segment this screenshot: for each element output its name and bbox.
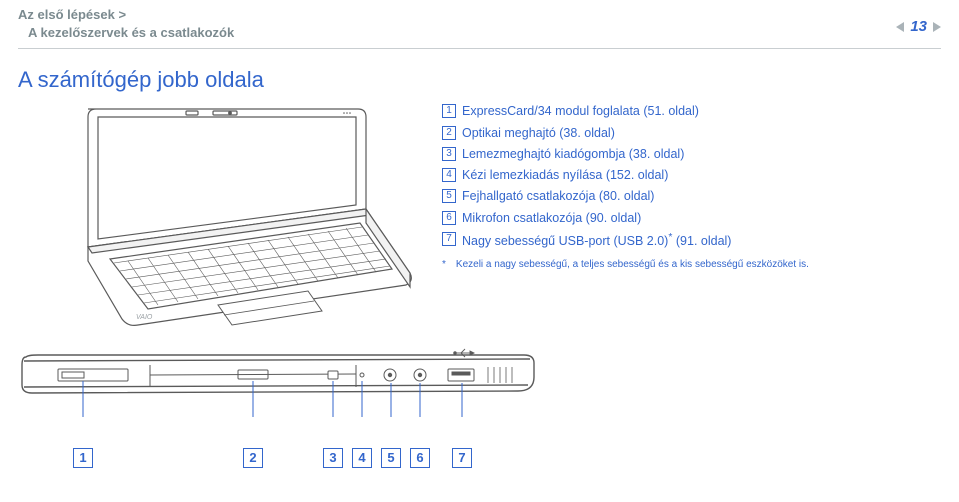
page-header: Az első lépések > A kezelőszervek és a c… <box>0 0 959 44</box>
legend-num-3: 3 <box>442 147 456 161</box>
footnote-text: Kezeli a nagy sebességű, a teljes sebess… <box>456 256 809 273</box>
prev-page-arrow-icon[interactable] <box>896 22 904 32</box>
callout-4: 4 <box>352 448 372 468</box>
legend-text-5: Fejhallgató csatlakozója (80. oldal) <box>462 186 654 207</box>
legend-row-5: 5 Fejhallgató csatlakozója (80. oldal) <box>442 186 809 207</box>
page-indicator: 13 <box>896 18 941 35</box>
breadcrumb: Az első lépések > A kezelőszervek és a c… <box>18 6 234 42</box>
footnote-mark: * <box>442 256 446 273</box>
vaio-logo: VAIO <box>136 314 153 321</box>
legend-num-6: 6 <box>442 211 456 225</box>
callout-1: 1 <box>73 448 93 468</box>
callout-6: 6 <box>410 448 430 468</box>
legend-row-2: 2 Optikai meghajtó (38. oldal) <box>442 123 809 144</box>
legend-num-1: 1 <box>442 104 456 118</box>
callout-2: 2 <box>243 448 263 468</box>
legend-text-3: Lemezmeghajtó kiadógombja (38. oldal) <box>462 144 684 165</box>
content-row: VAIO 1 ExpressCard/34 modul foglalata (5… <box>0 101 959 331</box>
legend-text-6: Mikrofon csatlakozója (90. oldal) <box>462 208 641 229</box>
legend-row-3: 3 Lemezmeghajtó kiadógombja (38. oldal) <box>442 144 809 165</box>
legend-text-1: ExpressCard/34 modul foglalata (51. olda… <box>462 101 699 122</box>
next-page-arrow-icon[interactable] <box>933 22 941 32</box>
legend-row-4: 4 Kézi lemezkiadás nyílása (152. oldal) <box>442 165 809 186</box>
legend-num-2: 2 <box>442 126 456 140</box>
page-number: 13 <box>910 18 927 35</box>
legend-num-5: 5 <box>442 189 456 203</box>
legend-text-7-post: (91. oldal) <box>672 234 731 248</box>
laptop-illustration: VAIO <box>18 101 418 331</box>
callout-row: 1 2 3 4 5 6 7 <box>18 448 578 478</box>
callout-7: 7 <box>452 448 472 468</box>
legend-num-7: 7 <box>442 232 456 246</box>
legend-footnote: * Kezeli a nagy sebességű, a teljes sebe… <box>442 256 809 273</box>
callout-5: 5 <box>381 448 401 468</box>
breadcrumb-line1: Az első lépések > <box>18 7 126 22</box>
legend-row-7: 7 Nagy sebességű USB-port (USB 2.0)* (91… <box>442 229 809 252</box>
legend-num-4: 4 <box>442 168 456 182</box>
header-divider <box>18 48 941 49</box>
legend-row-6: 6 Mikrofon csatlakozója (90. oldal) <box>442 208 809 229</box>
legend-text-4: Kézi lemezkiadás nyílása (152. oldal) <box>462 165 668 186</box>
callout-3: 3 <box>323 448 343 468</box>
legend-list: 1 ExpressCard/34 modul foglalata (51. ol… <box>442 101 809 331</box>
side-view-container: 1 2 3 4 5 6 7 <box>18 347 578 478</box>
legend-text-7-pre: Nagy sebességű USB-port (USB 2.0) <box>462 234 668 248</box>
legend-text-7: Nagy sebességű USB-port (USB 2.0)* (91. … <box>462 229 731 252</box>
legend-row-1: 1 ExpressCard/34 modul foglalata (51. ol… <box>442 101 809 122</box>
section-title: A számítógép jobb oldala <box>18 67 959 93</box>
breadcrumb-line2: A kezelőszervek és a csatlakozók <box>18 24 234 42</box>
legend-text-2: Optikai meghajtó (38. oldal) <box>462 123 615 144</box>
laptop-side-illustration <box>18 347 578 437</box>
